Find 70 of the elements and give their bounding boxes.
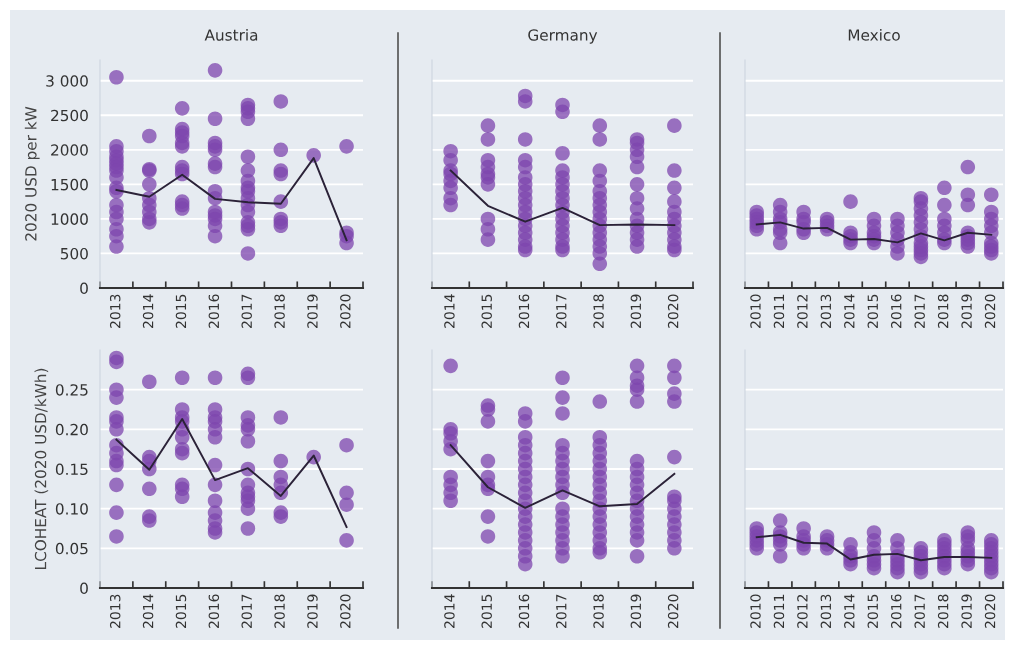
- x-tick-label: 2014: [444, 594, 455, 628]
- y-tick-label: 0.10: [55, 503, 88, 515]
- x-tick-label: 2017: [556, 594, 567, 628]
- x-tick-label: 2013: [820, 294, 832, 328]
- x-tick-label: 2015: [175, 294, 187, 328]
- x-tick-label: 2016: [890, 294, 902, 328]
- y-tick-label: 1500: [51, 178, 88, 191]
- x-tick-label: 2014: [844, 594, 855, 628]
- x-tick-label: 2019: [307, 594, 318, 628]
- y-tick-label: 3 000: [46, 75, 88, 87]
- y-tick-label: 0.25: [55, 384, 88, 396]
- y-tick-label: 0.15: [55, 463, 88, 476]
- x-tick-label: 2017: [914, 294, 925, 328]
- y-tick-label: 2500: [51, 109, 88, 122]
- x-tick-label: 2015: [867, 294, 879, 328]
- x-tick-label: 2018: [937, 594, 949, 628]
- x-tick-label: 2020: [984, 294, 996, 328]
- x-tick-label: 2018: [937, 294, 949, 328]
- x-tick-label: 2020: [667, 294, 679, 328]
- x-tick-label: 2014: [142, 294, 154, 328]
- x-tick-label: 2019: [630, 294, 642, 328]
- x-tick-label: 2014: [844, 294, 855, 328]
- x-tick-label: 2016: [208, 294, 220, 328]
- y-tick-label: 0: [80, 582, 88, 595]
- x-tick-label: 2019: [630, 594, 642, 628]
- x-tick-label: 2019: [307, 294, 318, 328]
- x-tick-label: 2011: [773, 594, 785, 628]
- x-tick-label: 2015: [867, 594, 879, 628]
- y-axis-title: LCOHEAT (2020 USD/kWh): [34, 368, 49, 569]
- chart-title: Austria: [204, 28, 258, 41]
- chart-title: Mexico: [848, 28, 900, 41]
- x-tick-label: 2020: [340, 594, 351, 628]
- y-axis-title: 2020 USD per kW: [24, 106, 40, 241]
- x-tick-label: 2013: [109, 294, 121, 328]
- x-tick-label: 2012: [797, 594, 808, 628]
- x-tick-label: 2012: [797, 294, 808, 328]
- x-tick-label: 2016: [518, 594, 530, 628]
- x-tick-label: 2014: [444, 294, 455, 328]
- y-tick-label: 500: [60, 247, 88, 260]
- x-tick-label: 2019: [961, 594, 972, 628]
- x-tick-label: 2015: [481, 594, 492, 628]
- y-tick-label: 0.05: [55, 542, 88, 555]
- x-tick-label: 2016: [208, 594, 220, 628]
- x-tick-label: 2018: [593, 594, 604, 628]
- y-tick-label: 0: [80, 282, 88, 295]
- x-tick-label: 2019: [961, 294, 972, 328]
- x-tick-label: 2017: [914, 594, 925, 628]
- x-tick-label: 2015: [481, 294, 492, 328]
- y-tick-label: 1000: [51, 213, 88, 225]
- x-tick-label: 2020: [667, 594, 679, 628]
- x-tick-label: 2010: [750, 594, 761, 628]
- y-tick-label: 2000: [51, 144, 88, 156]
- x-tick-label: 2011: [773, 294, 785, 328]
- x-tick-label: 2010: [750, 294, 761, 328]
- x-tick-label: 2016: [890, 594, 902, 628]
- x-tick-label: 2018: [593, 294, 604, 328]
- chart-title: Germany: [528, 29, 598, 44]
- x-tick-label: 2017: [241, 294, 252, 328]
- x-tick-label: 2018: [274, 594, 285, 628]
- x-tick-label: 2013: [109, 594, 121, 628]
- y-tick-label: 0.20: [55, 423, 88, 436]
- x-tick-label: 2020: [340, 294, 351, 328]
- x-tick-label: 2016: [518, 294, 530, 328]
- x-tick-label: 2020: [984, 594, 996, 628]
- x-tick-label: 2013: [820, 594, 832, 628]
- x-tick-label: 2018: [274, 294, 285, 328]
- x-tick-label: 2017: [241, 594, 252, 628]
- x-tick-label: 2017: [556, 294, 567, 328]
- x-tick-label: 2014: [142, 594, 154, 628]
- x-tick-label: 2015: [175, 594, 187, 628]
